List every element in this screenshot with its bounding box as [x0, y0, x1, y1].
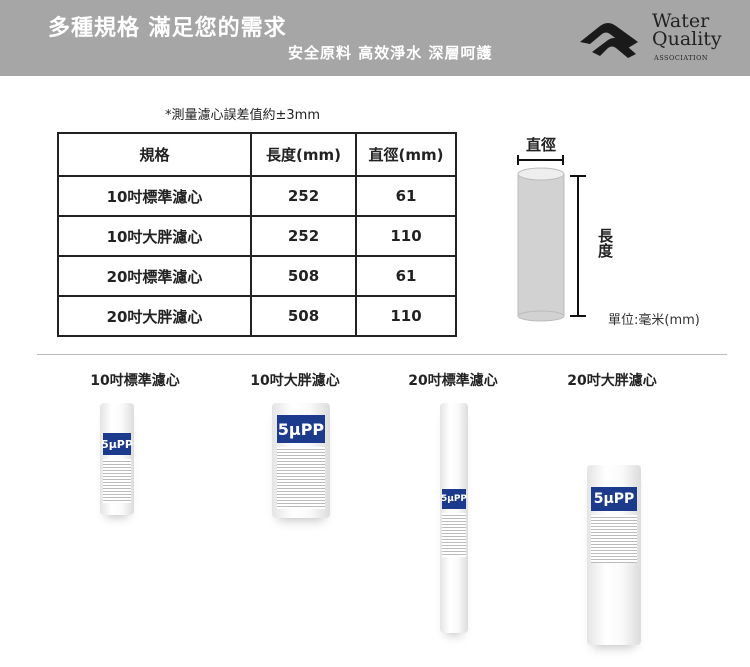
cell: 110 — [355, 295, 457, 337]
spec-table: 規格 長度(mm) 直徑(mm) 10吋標準濾心 252 61 10吋大胖濾心 252… — [57, 132, 457, 337]
length-label: 長度 — [584, 228, 614, 259]
product-badge: 5μPP — [101, 433, 133, 455]
cell: 110 — [355, 215, 457, 257]
header-banner: 多種規格 滿足您的需求 安全原料 高效淨水 深層呵護 Water Quality… — [0, 0, 750, 76]
product-label: 20吋大胖濾心 — [567, 373, 657, 389]
header-cell: 長度(mm) — [250, 132, 357, 177]
product-badge: 5μPP — [591, 487, 637, 511]
cell: 252 — [250, 175, 357, 217]
product-badge: 5μPP — [441, 489, 467, 509]
product-badge: 5μPP — [276, 415, 326, 443]
cell: 508 — [250, 295, 357, 337]
divider — [37, 354, 727, 355]
logo-text-quality: Quality — [652, 28, 722, 50]
product-image-20in-standard: 5μPP — [440, 403, 468, 633]
cell: 252 — [250, 215, 357, 257]
table-row: 10吋大胖濾心 252 110 — [57, 215, 457, 257]
header-cell: 直徑(mm) — [355, 132, 457, 177]
product-image-20in-jumbo: 5μPP — [587, 465, 641, 645]
cell: 10吋標準濾心 — [57, 175, 252, 217]
cell: 10吋大胖濾心 — [57, 215, 252, 257]
cell: 20吋大胖濾心 — [57, 295, 252, 337]
water-quality-logo: Water Quality ASSOCIATION — [578, 12, 728, 66]
dimension-diagram: 直徑 長度 — [517, 136, 614, 322]
table-row: 10吋標準濾心 252 61 — [57, 175, 457, 217]
wave-logo-icon — [580, 23, 638, 58]
table-header-row: 規格 長度(mm) 直徑(mm) — [57, 132, 457, 177]
logo-text-water: Water — [652, 10, 710, 32]
tolerance-note: *測量濾心誤差值約±3mm — [165, 108, 320, 123]
cell: 61 — [355, 255, 457, 297]
unit-label: 單位:毫米(mm) — [608, 313, 700, 328]
table-row: 20吋標準濾心 508 61 — [57, 255, 457, 297]
diameter-label: 直徑 — [526, 136, 556, 154]
cell: 20吋標準濾心 — [57, 255, 252, 297]
product-image-10in-standard: 5μPP — [100, 403, 134, 515]
product-label: 10吋標準濾心 — [90, 373, 180, 389]
product-label: 10吋大胖濾心 — [250, 373, 340, 389]
product-label: 20吋標準濾心 — [408, 373, 498, 389]
header-cell: 規格 — [57, 132, 252, 177]
logo-text-association: ASSOCIATION — [654, 54, 709, 62]
product-image-10in-jumbo: 5μPP — [272, 403, 330, 518]
banner-title: 多種規格 滿足您的需求 — [48, 16, 287, 41]
cell: 61 — [355, 175, 457, 217]
table-row: 20吋大胖濾心 508 110 — [57, 295, 457, 337]
banner-subtitle: 安全原料 高效淨水 深層呵護 — [288, 44, 493, 62]
cell: 508 — [250, 255, 357, 297]
